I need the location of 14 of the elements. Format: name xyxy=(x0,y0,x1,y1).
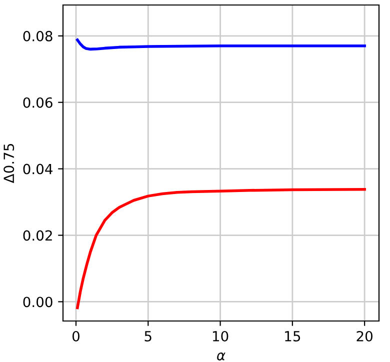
x-tick-label: 20 xyxy=(356,330,372,342)
y-tick-label: 0.00 xyxy=(23,296,52,308)
x-tick-label: 10 xyxy=(212,330,228,342)
x-axis-title: α xyxy=(217,352,226,360)
y-tick-label: 0.02 xyxy=(23,230,52,241)
x-tick-label: 15 xyxy=(285,331,300,342)
x-tick-label: 0 xyxy=(72,330,80,342)
y-tick-label: 0.06 xyxy=(23,97,52,108)
y-tick-label: 0.04 xyxy=(23,164,52,174)
line-series xyxy=(76,38,366,51)
x-tick-label: 5 xyxy=(144,331,152,342)
y-tick-label: 0.08 xyxy=(23,30,52,42)
line-series xyxy=(76,188,366,310)
y-axis-title: Δ0.75 xyxy=(4,144,14,184)
